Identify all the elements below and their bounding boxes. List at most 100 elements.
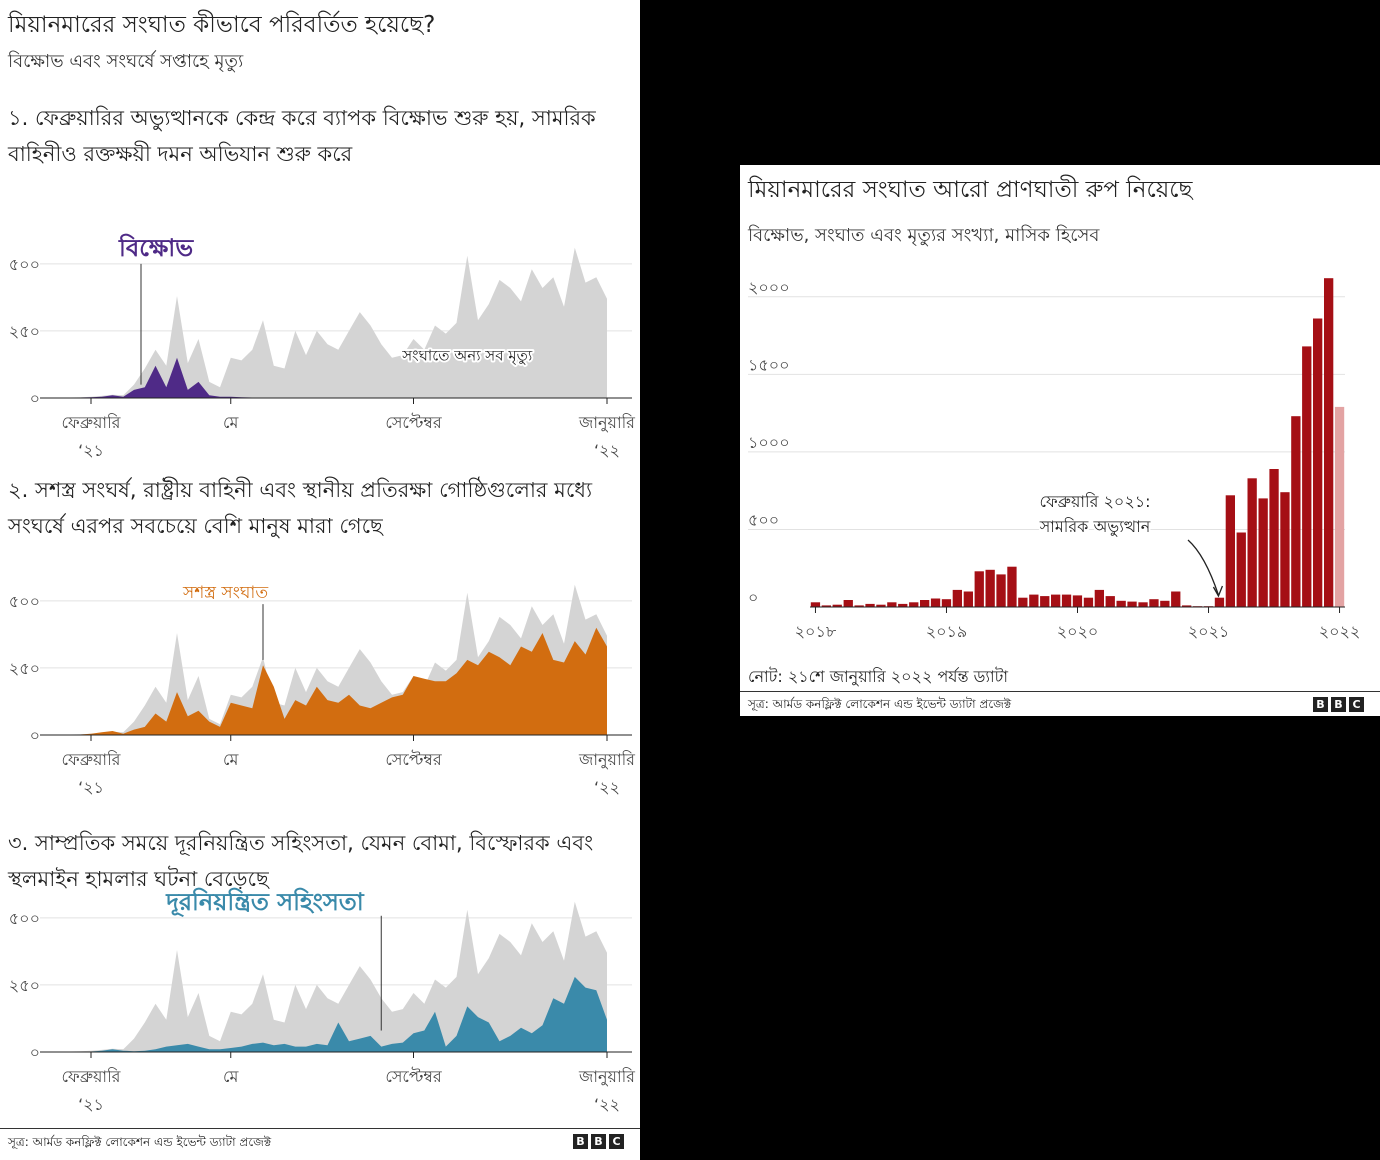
y-tick-label: ৫০০ bbox=[9, 592, 40, 611]
bar bbox=[1007, 566, 1017, 607]
bar bbox=[1247, 478, 1257, 607]
bbc-logo: B B C bbox=[573, 1134, 624, 1149]
bar bbox=[1051, 594, 1061, 607]
y-tick-label: ৫০০ bbox=[748, 510, 779, 529]
right-bbc-logo: B B C bbox=[1313, 697, 1364, 712]
remote-violence-area-chart: ০ ২৫০ ৫০০ ফেব্রুয়ারি ‘২১ মে সেপ্টেম্বর জানুয়া… bbox=[9, 887, 636, 1114]
x-tick-label: জানুয়ারি bbox=[578, 413, 636, 432]
x-tick-sublabel: ‘২১ bbox=[78, 778, 104, 797]
monthly-deaths-bar-chart: ০ ৫০০ ১০০০ ১৫০০ ২০০০ ২০১৮ ২০১৯ ২০২০ ২০২১ ২০২২ ফেব্… bbox=[748, 278, 1361, 641]
total-deaths-area bbox=[48, 247, 607, 398]
series-annotation: দূরনিয়ন্ত্রিত সহিংসতা bbox=[165, 887, 365, 917]
y-tick-label: ৫০০ bbox=[9, 909, 40, 928]
bar bbox=[1214, 597, 1225, 607]
main-title: মিয়ানমারের সংঘাত কীভাবে পরিবর্তিত হয়েছ… bbox=[8, 12, 436, 38]
x-tick-label: মে bbox=[223, 1067, 239, 1086]
bar bbox=[996, 574, 1006, 607]
bbc-logo-letter: C bbox=[609, 1134, 624, 1149]
x-tick-sublabel: ‘২১ bbox=[78, 1095, 104, 1114]
bar bbox=[1171, 591, 1181, 607]
bar bbox=[1160, 600, 1170, 607]
bbc-logo-letter: B bbox=[573, 1134, 588, 1149]
bar bbox=[865, 603, 875, 607]
y-tick-label: ২৫০ bbox=[9, 659, 40, 678]
bar bbox=[1258, 498, 1268, 607]
right-panel: মিয়ানমারের সংঘাত আরো প্রাণঘাতী রুপ নিয়… bbox=[740, 165, 1380, 716]
armed-clash-area-chart: ০ ২৫০ ৫০০ ফেব্রুয়ারি ‘২১ মে সেপ্টেম্বর জানুয়া… bbox=[9, 583, 636, 797]
data-note: নোট: ২১শে জানুয়ারি ২০২২ পর্যন্ত ড্যাটা bbox=[748, 667, 1009, 686]
bar bbox=[1018, 597, 1028, 607]
bar bbox=[1291, 416, 1301, 607]
series-annotation: সশস্ত্র সংঘাত bbox=[182, 583, 268, 603]
bar bbox=[1334, 406, 1345, 607]
bar bbox=[843, 600, 853, 607]
bar bbox=[920, 600, 930, 607]
bar bbox=[876, 604, 886, 607]
x-tick-sublabel: ‘২২ bbox=[594, 778, 620, 797]
bar bbox=[963, 591, 973, 607]
bar bbox=[810, 602, 821, 607]
bar bbox=[1127, 601, 1137, 607]
x-tick-sublabel: ‘২২ bbox=[594, 441, 620, 460]
x-tick-label: ২০২২ bbox=[1319, 622, 1361, 641]
bar bbox=[1116, 600, 1126, 607]
x-tick-label: ফেব্রুয়ারি bbox=[62, 750, 122, 769]
bar bbox=[1149, 599, 1159, 607]
bar bbox=[1182, 605, 1192, 607]
bar bbox=[887, 602, 897, 607]
subtitle: বিক্ষোভ এবং সংঘর্ষে সপ্তাহে মৃত্যু bbox=[8, 51, 244, 72]
section-title-1: ১. ফেব্রুয়ারির অভ্যুত্থানকে কেন্দ্র করে… bbox=[8, 106, 596, 166]
bar bbox=[821, 605, 831, 607]
coup-annotation: সামরিক অভ্যুত্থান bbox=[1039, 517, 1151, 537]
bar bbox=[1225, 495, 1235, 607]
highlight-area bbox=[48, 976, 607, 1052]
series-annotation: বিক্ষোভ bbox=[118, 233, 194, 262]
bar bbox=[1324, 278, 1334, 607]
y-tick-label: ০ bbox=[30, 726, 40, 745]
y-tick-label: ২০০০ bbox=[748, 278, 790, 297]
x-tick-label: ২০২১ bbox=[1188, 622, 1230, 641]
bar bbox=[1280, 492, 1290, 607]
right-title: মিয়ানমারের সংঘাত আরো প্রাণঘাতী রুপ নিয়… bbox=[748, 177, 1193, 203]
protest-area-chart: ০ ২৫০ ৫০০ ফেব্রুয়ারি ‘২১ মে সেপ্টেম্বর জানুয়া… bbox=[9, 233, 636, 460]
highlight-area bbox=[48, 627, 607, 735]
y-tick-label: ৫০০ bbox=[9, 255, 40, 274]
x-tick-label: ফেব্রুয়ারি bbox=[62, 1067, 122, 1086]
x-tick-label: ২০২০ bbox=[1057, 622, 1099, 641]
bar bbox=[1072, 595, 1083, 607]
bar bbox=[898, 603, 908, 607]
y-tick-label: ১৫০০ bbox=[748, 355, 790, 374]
bar bbox=[1061, 594, 1072, 607]
x-tick-label: সেপ্টেম্বর bbox=[385, 1067, 443, 1086]
x-tick-label: মে bbox=[223, 750, 239, 769]
right-source-divider bbox=[740, 691, 1380, 692]
y-tick-label: ০ bbox=[30, 389, 40, 408]
bar bbox=[1083, 597, 1094, 607]
bar bbox=[941, 599, 952, 607]
bar bbox=[930, 598, 941, 607]
bbc-logo-letter: B bbox=[1331, 697, 1346, 712]
y-tick-label: ২৫০ bbox=[9, 976, 40, 995]
bbc-logo-letter: C bbox=[1349, 697, 1364, 712]
bbc-logo-letter: B bbox=[1313, 697, 1328, 712]
x-tick-label: ২০১৮ bbox=[795, 622, 837, 641]
x-tick-label: সেপ্টেম্বর bbox=[385, 413, 443, 432]
bar bbox=[1236, 532, 1246, 607]
highlight-area bbox=[48, 357, 607, 398]
section-title-2: ২. সশস্ত্র সংঘর্ষ, রাষ্ট্রীয় বাহিনী এবং… bbox=[8, 478, 593, 538]
right-subtitle: বিক্ষোভ, সংঘাত এবং মৃত্যুর সংখ্যা, মাসিক… bbox=[748, 225, 1100, 246]
source-note: সূত্র: আর্মড কনফ্লিক্ট লোকেশন এন্ড ইভেন্… bbox=[8, 1135, 272, 1149]
source-divider bbox=[0, 1128, 640, 1129]
bar bbox=[1302, 346, 1312, 607]
series-annotation: সংঘাতে অন্য সব মৃত্যু bbox=[401, 346, 533, 365]
x-tick-label: জানুয়ারি bbox=[578, 750, 636, 769]
bbc-logo-letter: B bbox=[591, 1134, 606, 1149]
y-tick-label: ০ bbox=[748, 588, 758, 607]
bar bbox=[832, 604, 842, 607]
section-title-3: ৩. সাম্প্রতিক সময়ে দূরনিয়ন্ত্রিত সহিংস… bbox=[8, 831, 594, 891]
x-tick-label: মে bbox=[223, 413, 239, 432]
coup-arrow-head bbox=[1212, 585, 1224, 598]
y-tick-label: ২৫০ bbox=[9, 322, 40, 341]
bar bbox=[909, 602, 919, 607]
bar bbox=[1138, 602, 1148, 607]
